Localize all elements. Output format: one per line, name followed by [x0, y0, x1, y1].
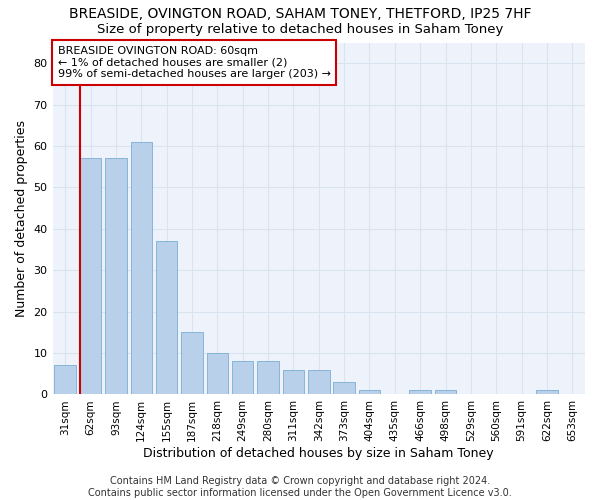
- Bar: [156, 242, 178, 394]
- Bar: [232, 362, 253, 394]
- X-axis label: Distribution of detached houses by size in Saham Toney: Distribution of detached houses by size …: [143, 447, 494, 460]
- Bar: [105, 158, 127, 394]
- Bar: [359, 390, 380, 394]
- Bar: [55, 366, 76, 394]
- Text: Contains HM Land Registry data © Crown copyright and database right 2024.
Contai: Contains HM Land Registry data © Crown c…: [88, 476, 512, 498]
- Text: BREASIDE, OVINGTON ROAD, SAHAM TONEY, THETFORD, IP25 7HF: BREASIDE, OVINGTON ROAD, SAHAM TONEY, TH…: [69, 8, 531, 22]
- Text: Size of property relative to detached houses in Saham Toney: Size of property relative to detached ho…: [97, 22, 503, 36]
- Bar: [308, 370, 329, 394]
- Bar: [435, 390, 457, 394]
- Bar: [409, 390, 431, 394]
- Bar: [257, 362, 279, 394]
- Bar: [283, 370, 304, 394]
- Bar: [206, 353, 228, 395]
- Bar: [80, 158, 101, 394]
- Text: BREASIDE OVINGTON ROAD: 60sqm
← 1% of detached houses are smaller (2)
99% of sem: BREASIDE OVINGTON ROAD: 60sqm ← 1% of de…: [58, 46, 331, 79]
- Y-axis label: Number of detached properties: Number of detached properties: [15, 120, 28, 317]
- Bar: [131, 142, 152, 395]
- Bar: [334, 382, 355, 394]
- Bar: [536, 390, 558, 394]
- Bar: [181, 332, 203, 394]
